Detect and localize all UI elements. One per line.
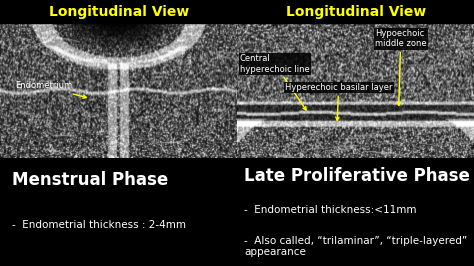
Text: Endometrium: Endometrium	[15, 81, 86, 98]
Text: -  Endometrial thickness : 2-4mm: - Endometrial thickness : 2-4mm	[12, 220, 186, 230]
Text: Hypoechoic
middle zone: Hypoechoic middle zone	[375, 29, 427, 105]
Text: -  Also called, “trilaminar”, “triple-layered”
appearance: - Also called, “trilaminar”, “triple-lay…	[244, 236, 467, 257]
Bar	[237, 0, 474, 23]
Text: Menstrual Phase: Menstrual Phase	[12, 171, 168, 189]
Bar	[0, 0, 237, 23]
Text: Central
hyperechoic line: Central hyperechoic line	[240, 54, 310, 110]
Text: Late Proliferative Phase: Late Proliferative Phase	[244, 167, 470, 185]
Text: -  Endometrial thickness:<11mm: - Endometrial thickness:<11mm	[244, 205, 417, 215]
Text: Longitudinal View: Longitudinal View	[286, 5, 426, 19]
Text: Longitudinal View: Longitudinal View	[49, 5, 189, 19]
Text: Hyperechoic basilar layer: Hyperechoic basilar layer	[285, 83, 392, 120]
